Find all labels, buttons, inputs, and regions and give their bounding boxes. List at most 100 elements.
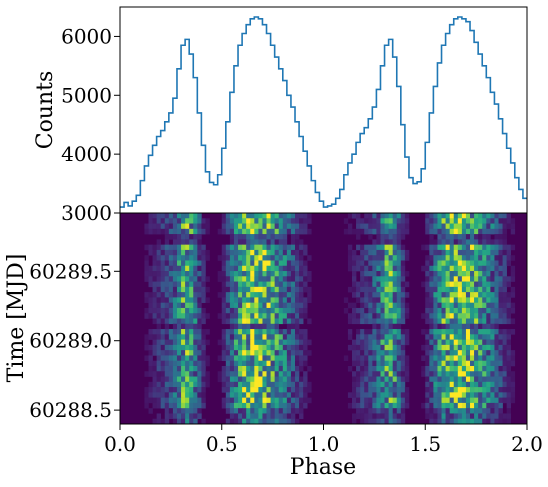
heatmap-cell — [474, 265, 479, 272]
heatmap-cell — [429, 276, 434, 282]
heatmap-cell — [372, 260, 377, 267]
heatmap-cell — [445, 339, 450, 346]
heatmap-cell — [282, 297, 288, 303]
heatmap-cell — [478, 307, 483, 314]
heatmap-cell — [295, 218, 300, 224]
heatmap-cell — [433, 244, 438, 251]
heatmap-cell — [506, 360, 512, 367]
heatmap-cell — [168, 297, 174, 303]
heatmap-cell — [356, 402, 361, 409]
heatmap-cell — [164, 376, 170, 383]
heatmap-cell — [295, 376, 300, 383]
heatmap-cell — [246, 387, 251, 393]
heatmap-cell — [502, 244, 507, 251]
heatmap-cell — [396, 239, 402, 245]
heatmap-cell — [156, 218, 161, 224]
heatmap-cell — [506, 329, 512, 335]
heatmap-cell — [396, 307, 402, 314]
heatmap-cell — [478, 350, 483, 356]
heatmap-cell — [299, 387, 304, 393]
heatmap-cell — [258, 249, 263, 256]
heatmap-cell — [290, 355, 296, 362]
heatmap-cell — [205, 355, 210, 362]
heatmap-cell — [490, 255, 495, 261]
heatmap-cell — [160, 387, 166, 393]
heatmap-cell — [425, 286, 430, 293]
heatmap-cell — [189, 265, 194, 272]
heatmap-cell — [152, 360, 157, 367]
heatmap-cell — [465, 307, 471, 314]
heatmap-cell — [400, 350, 406, 356]
heatmap-cell — [429, 329, 434, 335]
heatmap-cell — [185, 271, 190, 277]
heatmap-cell — [470, 297, 475, 303]
heatmap-cell — [233, 339, 239, 346]
heatmap-cell — [286, 413, 292, 420]
heatmap-cell — [388, 244, 393, 251]
heatmap-cell — [278, 223, 284, 230]
heatmap-cell — [490, 218, 495, 224]
heatmap-cell — [233, 265, 239, 272]
heatmap-cell — [437, 376, 442, 383]
heatmap-cell — [160, 286, 166, 293]
heatmap-cell — [282, 387, 288, 393]
heatmap-cell — [160, 223, 166, 230]
heatmap-cell — [181, 234, 186, 240]
heatmap-cell — [185, 365, 190, 372]
heatmap-cell — [156, 381, 161, 388]
heatmap-cell — [360, 387, 365, 393]
heatmap-cell — [254, 408, 259, 414]
heatmap-cell — [274, 323, 280, 330]
heatmap-cell — [465, 392, 471, 398]
heatmap-cell — [286, 350, 292, 356]
heatmap-cell — [465, 418, 471, 425]
heatmap-cell — [372, 276, 377, 282]
heatmap-cell — [168, 276, 174, 282]
heatmap-cell — [486, 281, 491, 288]
heatmap-cell — [453, 387, 459, 393]
heatmap-cell — [303, 265, 308, 272]
heatmap-cell — [474, 313, 479, 319]
heatmap-cell — [347, 334, 353, 340]
heatmap-cell — [181, 255, 186, 261]
heatmap-y-tick-label: 60289.5 — [29, 259, 112, 283]
heatmap-cell — [307, 213, 312, 219]
heatmap-cell — [144, 392, 149, 398]
heatmap-cell — [286, 292, 292, 298]
heatmap-cell — [474, 234, 479, 240]
heatmap-cell — [433, 334, 438, 340]
heatmap-cell — [160, 418, 166, 425]
heatmap-cell — [233, 392, 239, 398]
heatmap-cell — [364, 318, 369, 325]
heatmap-cell — [290, 307, 296, 314]
heatmap-cell — [172, 318, 178, 325]
heatmap-cell — [478, 392, 483, 398]
heatmap-cell — [437, 228, 442, 235]
heatmap-cell — [246, 381, 251, 388]
heatmap-cell — [376, 271, 381, 277]
heatmap-cell — [478, 302, 483, 309]
heatmap-cell — [425, 260, 430, 267]
heatmap-cell — [498, 387, 503, 393]
heatmap-cell — [486, 292, 491, 298]
heatmap-cell — [441, 281, 446, 288]
heatmap-cell — [461, 365, 467, 372]
heatmap-cell — [465, 239, 471, 245]
heatmap-cell — [461, 239, 467, 245]
heatmap-cell — [376, 376, 381, 383]
heatmap-cell — [172, 392, 178, 398]
heatmap-cell — [172, 313, 178, 319]
heatmap-cell — [229, 218, 235, 224]
heatmap-cell — [164, 244, 170, 251]
heatmap-cell — [278, 234, 284, 240]
heatmap-cell — [299, 355, 304, 362]
heatmap-cell — [372, 397, 377, 404]
heatmap-cell — [262, 239, 267, 245]
heatmap-cell — [421, 371, 426, 377]
heatmap-cell — [494, 360, 499, 367]
heatmap-cell — [299, 281, 304, 288]
heatmap-cell — [392, 339, 398, 346]
heatmap-cell — [303, 244, 308, 251]
heatmap-cell — [242, 334, 247, 340]
heatmap-cell — [185, 281, 190, 288]
